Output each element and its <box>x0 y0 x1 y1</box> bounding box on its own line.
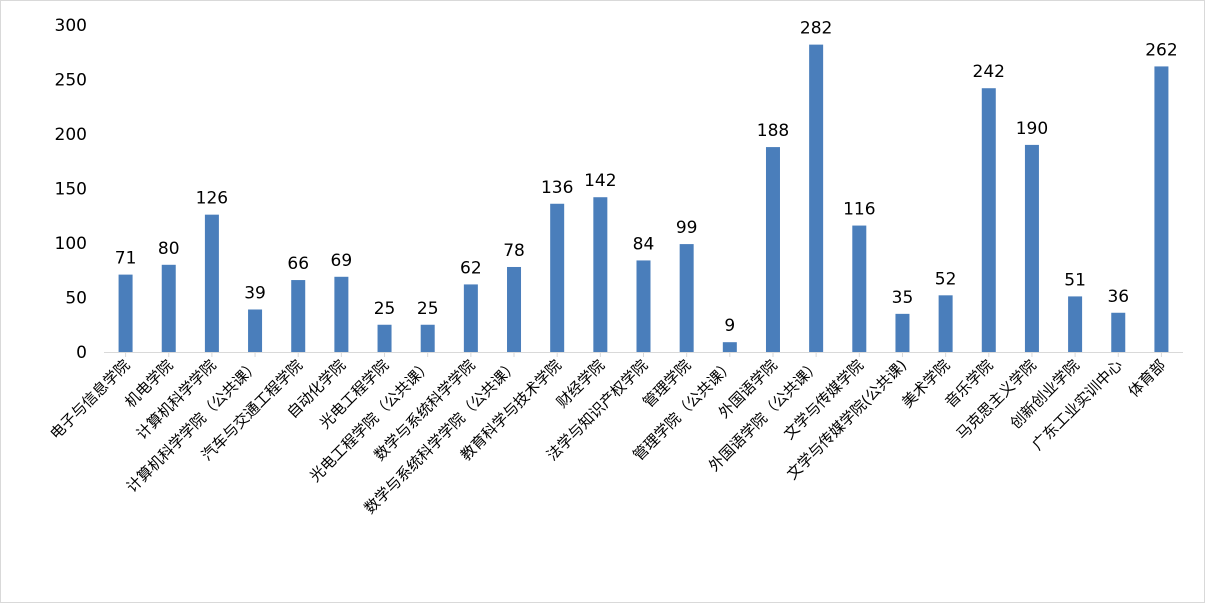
bar <box>938 295 953 352</box>
bar <box>420 324 435 352</box>
data-label: 136 <box>541 178 573 198</box>
data-label: 142 <box>584 171 616 191</box>
data-label: 84 <box>633 234 655 254</box>
y-tick-label: 0 <box>76 343 87 363</box>
bar <box>722 342 737 352</box>
data-label: 80 <box>158 239 180 259</box>
bar <box>377 324 392 352</box>
data-label: 188 <box>757 121 789 141</box>
bar <box>248 309 263 352</box>
data-label: 9 <box>724 316 735 336</box>
data-label: 25 <box>417 299 439 319</box>
bar <box>1068 296 1083 352</box>
data-label: 116 <box>843 200 875 220</box>
bar <box>636 260 651 352</box>
data-label: 78 <box>503 241 525 261</box>
y-tick-label: 150 <box>55 180 87 200</box>
data-label: 39 <box>244 283 266 303</box>
bar <box>507 266 522 352</box>
data-label: 52 <box>935 269 957 289</box>
y-axis: 0 50 100 150 200 250 300 <box>55 16 87 363</box>
bar <box>679 244 694 352</box>
x-tick-label: 电子与信息学院 <box>46 356 133 443</box>
data-label: 71 <box>115 249 137 269</box>
bar <box>161 264 176 352</box>
bar <box>809 44 824 353</box>
data-label: 69 <box>331 251 353 271</box>
bars <box>118 44 1169 353</box>
y-tick-label: 200 <box>55 125 87 145</box>
data-label: 126 <box>196 189 228 209</box>
bar <box>1154 66 1169 353</box>
bar <box>981 88 996 352</box>
data-label: 242 <box>973 62 1005 82</box>
bar <box>895 313 910 352</box>
y-tick-label: 250 <box>55 71 87 91</box>
data-label: 66 <box>287 254 309 274</box>
bar <box>118 274 133 352</box>
bar <box>463 284 478 352</box>
data-label: 99 <box>676 218 698 238</box>
data-label: 262 <box>1145 40 1177 60</box>
y-tick-label: 300 <box>55 16 87 36</box>
bar <box>550 203 565 352</box>
bar <box>593 197 608 352</box>
y-tick-label: 50 <box>65 289 87 309</box>
data-label: 35 <box>892 288 914 308</box>
bar <box>852 225 867 352</box>
data-label: 190 <box>1016 119 1048 139</box>
data-label: 62 <box>460 258 482 278</box>
bar <box>765 147 780 352</box>
data-label: 282 <box>800 19 832 39</box>
data-label: 36 <box>1107 287 1129 307</box>
bar <box>334 276 349 352</box>
bar <box>1024 144 1039 352</box>
bar <box>291 280 306 352</box>
bar <box>1111 312 1126 352</box>
x-axis: 电子与信息学院机电学院计算机科学学院计算机科学学院（公共课）汽车与交通工程学院自… <box>46 352 1183 517</box>
data-label: 25 <box>374 299 396 319</box>
data-label: 51 <box>1064 270 1086 290</box>
bar <box>204 214 219 352</box>
y-tick-label: 100 <box>55 234 87 254</box>
x-tick-label: 体育部 <box>1125 356 1170 401</box>
